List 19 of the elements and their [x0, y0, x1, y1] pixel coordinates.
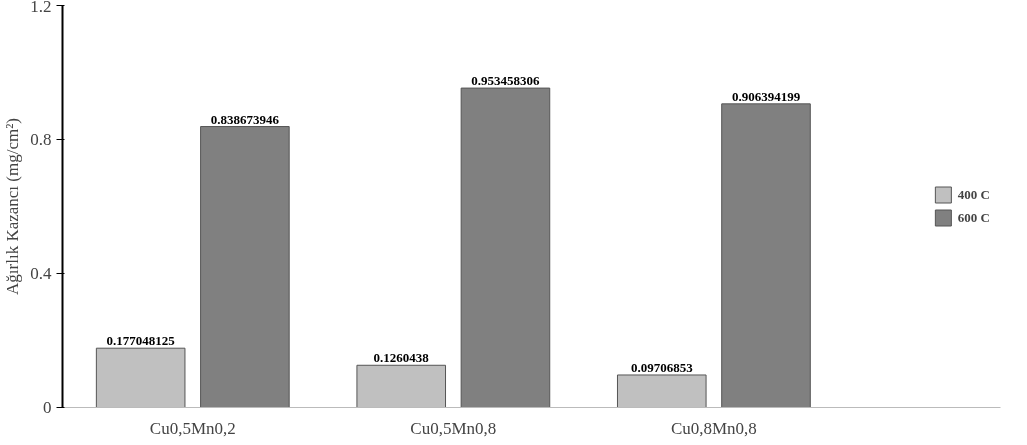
data-label: 0.953458306 [471, 73, 541, 89]
y-tick-label: 0.4 [30, 264, 52, 283]
data-label: 0.1260438 [373, 350, 430, 366]
data-label: 0.838673946 [210, 111, 280, 127]
x-tick-label: Cu0,5Mn0,2 [149, 418, 236, 438]
y-tick-label: 1.2 [30, 0, 52, 16]
legend-label: 600 C [957, 209, 990, 226]
y-tick-label: 0 [43, 398, 52, 417]
y-tick-label: 0.8 [30, 130, 52, 149]
data-label: 0.906394199 [731, 88, 801, 104]
bar [200, 126, 290, 408]
data-label: 0.09706853 [630, 359, 694, 375]
bar [721, 103, 811, 408]
x-tick-label: Cu0,8Mn0,8 [670, 418, 757, 438]
data-label: 0.177048125 [106, 333, 176, 349]
legend-label: 400 C [957, 186, 990, 203]
x-tick-label: Cu0,5Mn0,8 [410, 418, 497, 438]
bar [460, 87, 551, 408]
y-axis-title: Ağırlık Kazancı (mg/cm²) [3, 118, 23, 295]
